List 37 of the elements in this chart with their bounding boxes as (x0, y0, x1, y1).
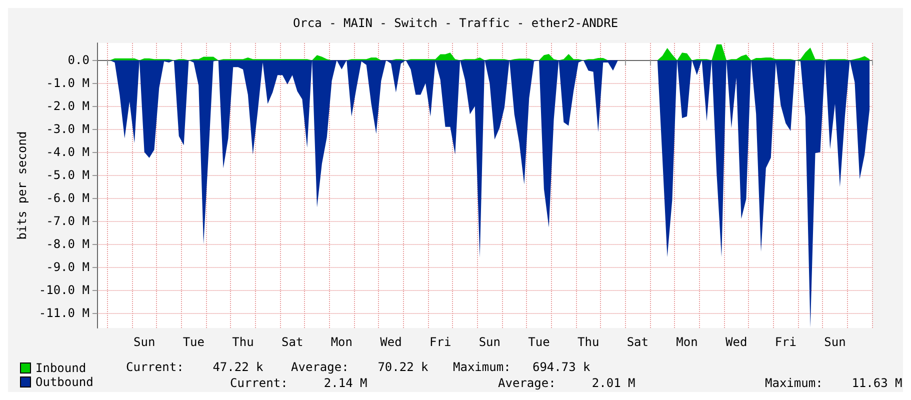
y-tick-label: -8.0 M (46, 237, 90, 252)
x-tick-label: Fri (774, 335, 797, 349)
text: Current: 47.22 k (126, 360, 264, 374)
text: Average: 70.22 k (291, 360, 430, 374)
x-tick-label: Wed (380, 335, 402, 349)
x-tick-label: Sun (133, 335, 156, 349)
x-tick-label: Sat (281, 335, 304, 349)
legend-label: Outbound (36, 375, 94, 389)
text: Average: 2.01 M (498, 376, 636, 390)
y-tick-label: -3.0 M (46, 122, 90, 136)
y-tick-label: -7.0 M (46, 214, 90, 228)
x-tick-label: Sat (626, 335, 649, 349)
chart-title: Orca - MAIN - Switch - Traffic - ether2-ANDRE (292, 16, 618, 30)
y-axis-title: bits per second (15, 131, 29, 240)
y-tick-label: -5.0 M (46, 168, 90, 182)
x-tick-label: Sun (824, 335, 846, 349)
y-tick-label: -9.0 M (46, 260, 90, 274)
y-tick-label: 0.0 (68, 53, 90, 68)
x-tick-label: Tue (182, 335, 205, 349)
x-tick-label: Fri (429, 335, 452, 349)
y-tick-label: -11.0 M (38, 306, 90, 320)
x-tick-label: Mon (330, 335, 353, 349)
legend-label: Inbound (36, 361, 86, 375)
x-tick-label: Thu (232, 335, 254, 349)
y-tick-label: -1.0 M (46, 76, 90, 90)
y-tick-label: -6.0 M (46, 191, 90, 206)
text: Maximum: 694.73 k (453, 360, 592, 374)
y-tick-label: -4.0 M (46, 145, 90, 160)
text: Maximum: 11.63 M (765, 376, 902, 390)
text: Current: 2.14 M (230, 376, 368, 390)
x-tick-label: Tue (528, 335, 550, 349)
x-tick-label: Thu (577, 335, 600, 349)
x-tick-label: Wed (725, 335, 748, 349)
x-tick-label: Mon (676, 335, 698, 349)
y-tick-label: -2.0 M (46, 99, 90, 114)
y-tick-label: -10.0 M (38, 283, 90, 298)
x-tick-label: Sun (478, 335, 501, 349)
